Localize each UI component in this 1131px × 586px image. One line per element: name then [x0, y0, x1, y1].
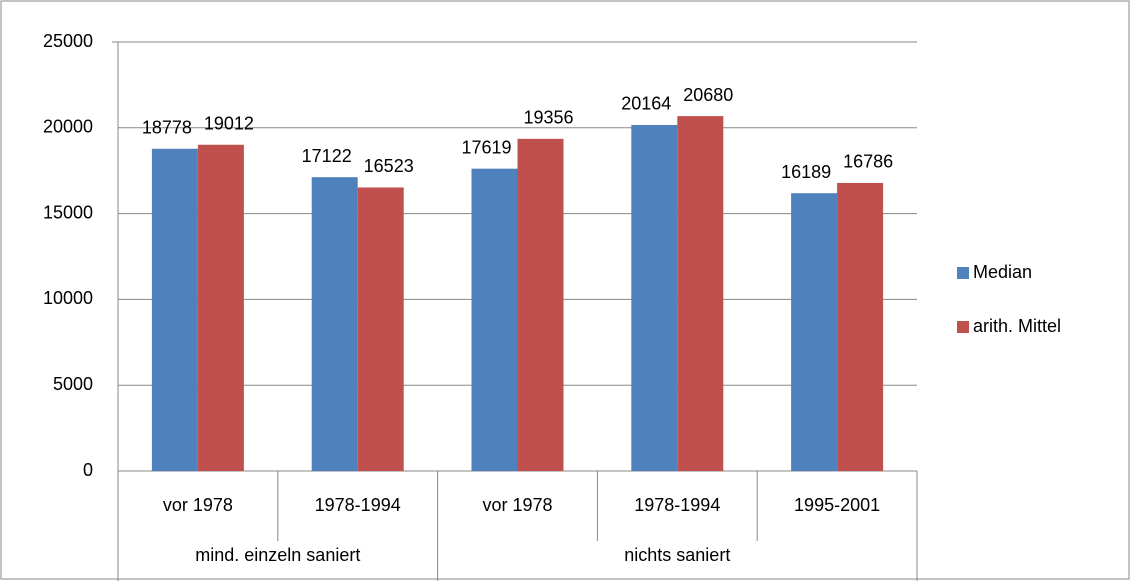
group-label: nichts saniert: [624, 545, 730, 565]
data-label: 20164: [621, 94, 671, 114]
x-tick-label: vor 1978: [482, 495, 552, 515]
legend-swatch: [957, 267, 969, 279]
data-label: 16786: [843, 152, 893, 172]
data-label: 16523: [364, 156, 414, 176]
data-label: 18778: [142, 118, 192, 138]
y-tick-label: 25000: [43, 31, 93, 51]
bar: [631, 124, 678, 471]
legend-label: arith. Mittel: [973, 316, 1061, 336]
y-tick-label: 15000: [43, 202, 93, 222]
x-tick-label: 1978-1994: [634, 495, 720, 515]
data-label: 17122: [302, 146, 352, 166]
bar: [677, 116, 724, 472]
y-tick-label: 5000: [53, 374, 93, 394]
bar: [791, 193, 838, 471]
bar: [151, 148, 198, 471]
data-label: 20680: [683, 85, 733, 105]
group-label: mind. einzeln saniert: [195, 545, 360, 565]
y-tick-label: 20000: [43, 117, 93, 137]
x-tick-label: vor 1978: [163, 495, 233, 515]
data-label: 19356: [523, 108, 573, 128]
x-tick-label: 1995-2001: [794, 495, 880, 515]
bar: [357, 187, 404, 471]
y-tick-label: 10000: [43, 288, 93, 308]
bar: [471, 168, 518, 471]
bar: [517, 138, 564, 471]
data-label: 16189: [781, 162, 831, 182]
x-tick-label: 1978-1994: [315, 495, 401, 515]
bar: [197, 144, 244, 471]
y-tick-label: 0: [83, 460, 93, 480]
data-label: 19012: [204, 114, 254, 134]
data-label: 17619: [461, 137, 511, 157]
bar: [311, 177, 358, 472]
legend-label: Median: [973, 262, 1032, 282]
legend-swatch: [957, 321, 969, 333]
bar: [837, 182, 884, 471]
